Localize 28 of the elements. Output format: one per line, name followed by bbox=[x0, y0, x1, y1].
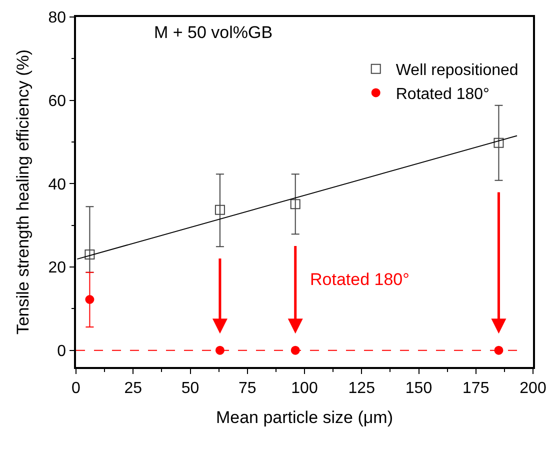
y-tick-label: 0 bbox=[57, 342, 66, 360]
x-tick-label: 125 bbox=[348, 380, 376, 397]
x-tick-label: 50 bbox=[181, 380, 200, 397]
x-axis-title: Mean particle size (μm) bbox=[216, 408, 394, 427]
y-tick-label: 80 bbox=[48, 10, 66, 27]
point bbox=[85, 295, 94, 304]
point bbox=[290, 199, 300, 210]
legend-label: Rotated 180° bbox=[396, 86, 490, 103]
y-axis-title: Tensile strength healing efficiency (%) bbox=[13, 49, 32, 335]
point bbox=[84, 250, 95, 260]
y-tick-label: 20 bbox=[48, 260, 66, 277]
annotation: Rotated 180° bbox=[310, 270, 410, 289]
y-tick-label: 60 bbox=[48, 92, 66, 110]
point bbox=[214, 204, 225, 215]
x-tick-label: 0 bbox=[72, 380, 81, 397]
point bbox=[215, 346, 224, 355]
x-tick-label: 100 bbox=[291, 380, 318, 397]
legend-label: Well repositioned bbox=[396, 62, 518, 80]
x-tick-label: 75 bbox=[238, 380, 256, 397]
y-tick-label: 40 bbox=[48, 176, 66, 194]
x-tick-label: 150 bbox=[405, 380, 432, 397]
x-tick-label: 25 bbox=[124, 380, 142, 397]
x-tick-label: 175 bbox=[462, 380, 490, 397]
point bbox=[290, 346, 300, 355]
annotation: M + 50 vol%GB bbox=[154, 23, 273, 42]
x-tick-label: 200 bbox=[520, 380, 546, 397]
point bbox=[494, 138, 504, 148]
point bbox=[494, 346, 504, 355]
